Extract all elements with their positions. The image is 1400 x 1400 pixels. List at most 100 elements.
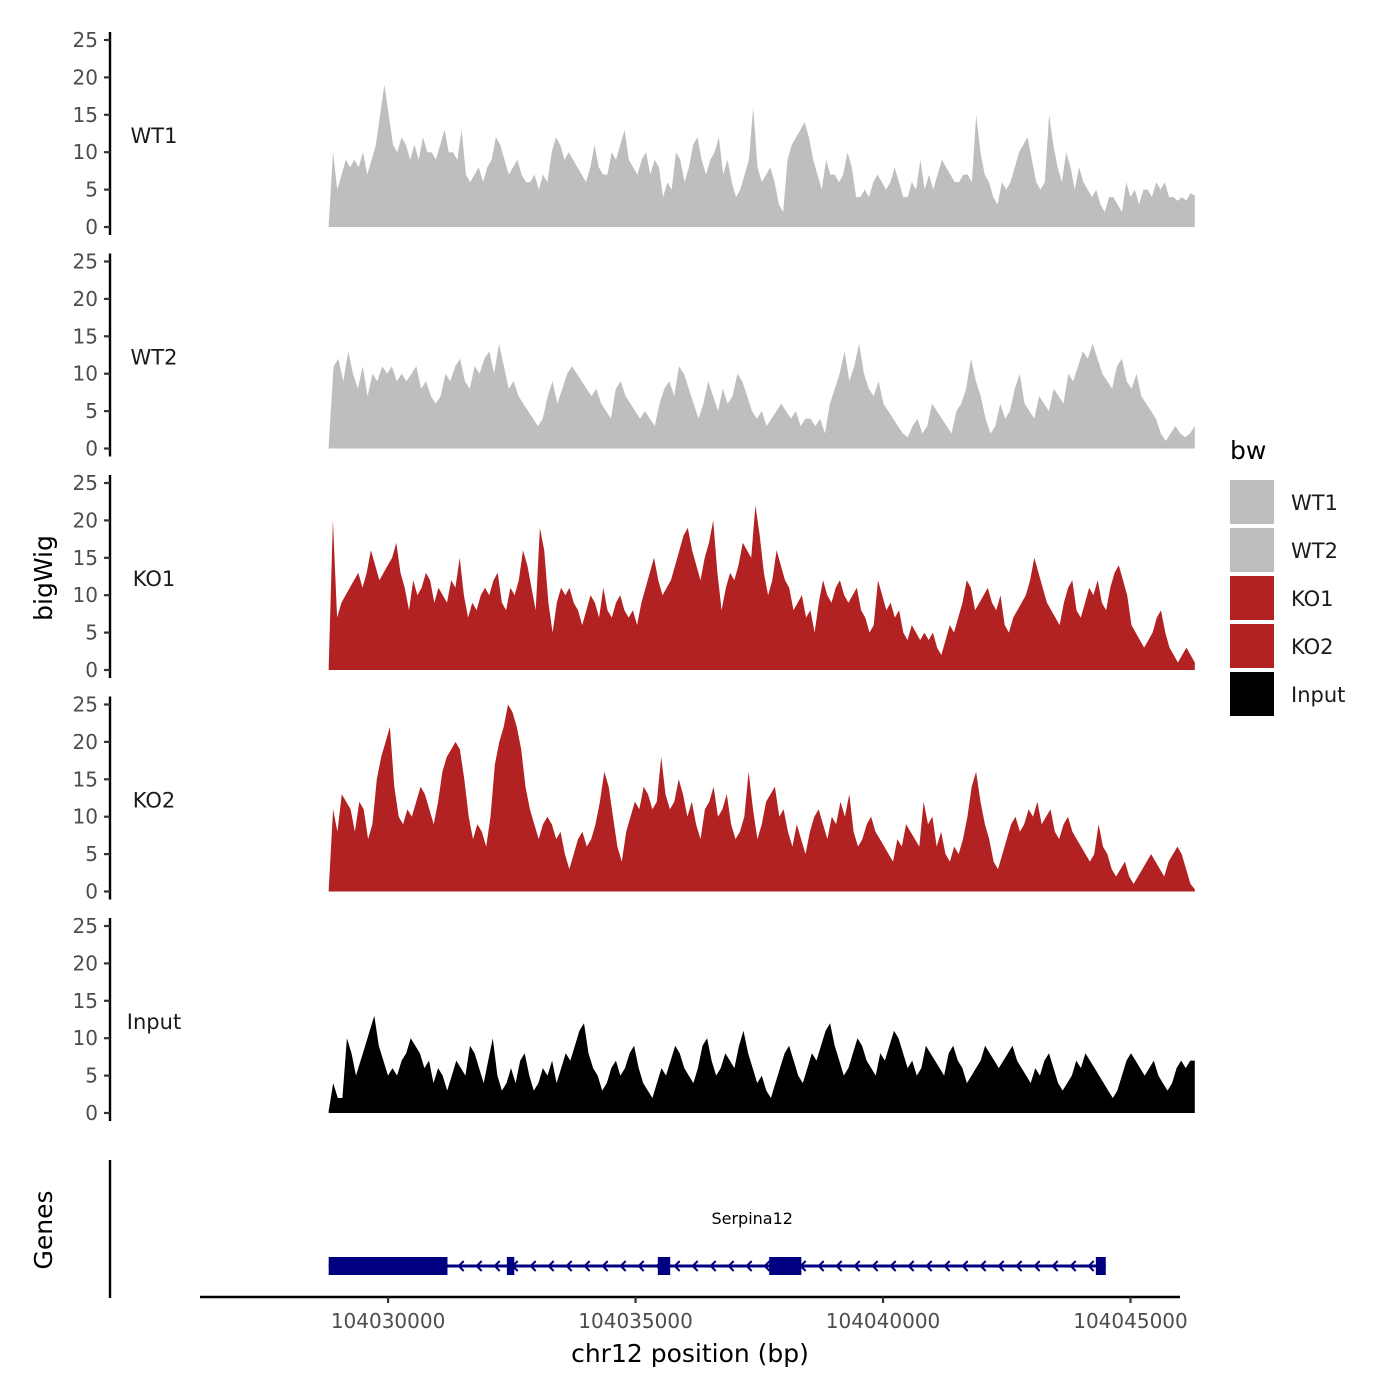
gene-name-label: Serpina12 [711,1209,792,1228]
legend-swatch-ko2 [1230,624,1274,668]
track-label: WT2 [131,346,178,370]
y-tick-label: 10 [73,140,98,164]
y-tick-label: 0 [85,658,98,682]
strand-arrow [583,1260,591,1272]
genes-panel: Serpina12 [108,1160,1106,1298]
strand-arrow [871,1260,879,1272]
track-label: WT1 [131,124,178,148]
y-tick-label: 25 [73,28,98,52]
strand-arrow [457,1260,465,1272]
x-axis-title: chr12 position (bp) [571,1339,809,1368]
legend-swatch-wt1 [1230,480,1274,524]
legend-label-wt1: WT1 [1291,491,1338,515]
strand-arrow [817,1260,825,1272]
y-tick-label: 20 [73,951,98,975]
coverage-tracks: 0 5 10 15 20 25 WT1 0 5 10 15 20 25 WT2 0 5 10 15 20 25 KO1 0… [73,28,1195,1125]
track-ko2: 0 5 10 15 20 25 KO2 [73,693,1195,904]
legend-title: bw [1230,436,1266,465]
x-tick-label: 104045000 [1073,1309,1188,1333]
strand-arrow [745,1260,753,1272]
strand-arrow [529,1260,537,1272]
x-axis: 104030000 104035000 104040000 104045000 [200,1295,1188,1333]
strand-arrow [709,1260,717,1272]
strand-arrow [961,1260,969,1272]
gene-exon [1095,1257,1106,1275]
x-tick-label: 104040000 [826,1309,941,1333]
coverage-area-input [328,1015,1195,1113]
y-tick-label: 25 [73,693,98,717]
x-tick-label: 104030000 [331,1309,446,1333]
strand-arrow [997,1260,1005,1272]
strand-arrow [907,1260,915,1272]
strand-arrow [1015,1260,1023,1272]
legend-label-ko2: KO2 [1291,635,1334,659]
strand-arrow [493,1260,501,1272]
legend: bw WT1 WT2 KO1 KO2 Input [1230,436,1345,716]
strand-arrow [943,1260,951,1272]
genes-axis-title: Genes [29,1190,58,1269]
coverage-area-wt1 [328,84,1195,228]
y-tick-label: 10 [73,1026,98,1050]
y-tick-label: 15 [73,103,98,127]
strand-arrow [1087,1260,1095,1272]
y-tick-label: 10 [73,583,98,607]
gene-exon [657,1257,671,1275]
gene-exon [328,1257,448,1275]
legend-swatch-ko1 [1230,576,1274,620]
y-axis-title: bigWig [29,535,58,621]
strand-arrow [565,1260,573,1272]
strand-arrow [691,1260,699,1272]
y-tick-label: 20 [73,508,98,532]
y-tick-label: 20 [73,65,98,89]
y-tick-label: 10 [73,805,98,829]
y-tick-label: 0 [85,880,98,904]
coverage-area-ko1 [328,505,1195,670]
y-tick-label: 0 [85,437,98,461]
y-tick-label: 0 [85,1101,98,1125]
gene-exon [506,1257,515,1275]
strand-arrow [979,1260,987,1272]
y-tick-label: 5 [85,1064,98,1088]
strand-arrow [1069,1260,1077,1272]
strand-arrow [601,1260,609,1272]
y-tick-label: 20 [73,287,98,311]
y-tick-label: 15 [73,989,98,1013]
strand-arrow [619,1260,627,1272]
strand-arrow [763,1260,771,1272]
strand-arrow [1033,1260,1041,1272]
strand-arrow [853,1260,861,1272]
y-tick-label: 20 [73,730,98,754]
y-tick-label: 10 [73,362,98,386]
y-tick-label: 25 [73,471,98,495]
strand-arrow [475,1260,483,1272]
track-label: KO1 [133,567,176,591]
strand-arrow [673,1260,681,1272]
track-wt2: 0 5 10 15 20 25 WT2 [73,250,1195,461]
y-tick-label: 15 [73,546,98,570]
y-tick-label: 5 [85,178,98,202]
strand-arrow [835,1260,843,1272]
strand-arrow [727,1260,735,1272]
gene-exon [769,1257,802,1275]
y-tick-label: 0 [85,215,98,239]
y-tick-label: 15 [73,324,98,348]
coverage-area-ko2 [328,704,1195,892]
legend-label-input: Input [1291,683,1345,707]
strand-arrow [1051,1260,1059,1272]
x-tick-label: 104035000 [578,1309,693,1333]
track-label: KO2 [133,789,176,813]
coverage-area-wt2 [328,343,1195,449]
legend-label-wt2: WT2 [1291,539,1338,563]
legend-swatch-wt2 [1230,528,1274,572]
track-input: 0 5 10 15 20 25 Input [73,914,1195,1125]
y-tick-label: 5 [85,399,98,423]
y-tick-label: 25 [73,250,98,274]
gene-serpina12: Serpina12 [328,1209,1106,1275]
strand-arrow [637,1260,645,1272]
track-ko1: 0 5 10 15 20 25 KO1 [73,471,1195,682]
strand-arrow [547,1260,555,1272]
y-tick-label: 25 [73,914,98,938]
track-label: Input [127,1010,181,1034]
y-tick-label: 5 [85,842,98,866]
